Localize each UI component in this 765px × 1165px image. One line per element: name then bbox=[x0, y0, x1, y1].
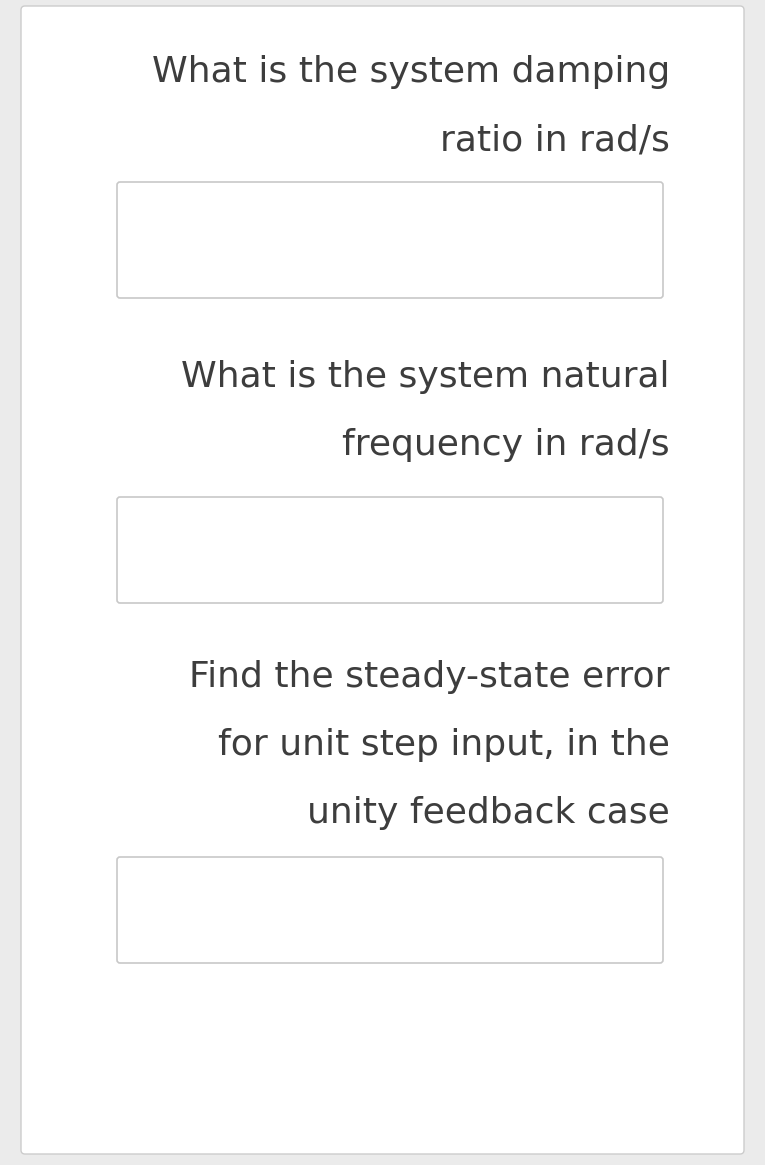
FancyBboxPatch shape bbox=[21, 6, 744, 1155]
Text: What is the system damping: What is the system damping bbox=[151, 55, 670, 89]
FancyBboxPatch shape bbox=[117, 182, 663, 298]
Text: Find the steady-state error: Find the steady-state error bbox=[190, 661, 670, 694]
Text: ratio in rad/s: ratio in rad/s bbox=[440, 123, 670, 157]
Text: unity feedback case: unity feedback case bbox=[308, 796, 670, 829]
Text: What is the system natural: What is the system natural bbox=[181, 360, 670, 394]
FancyBboxPatch shape bbox=[117, 497, 663, 603]
Text: for unit step input, in the: for unit step input, in the bbox=[218, 728, 670, 762]
FancyBboxPatch shape bbox=[117, 857, 663, 963]
Text: frequency in rad/s: frequency in rad/s bbox=[343, 428, 670, 463]
